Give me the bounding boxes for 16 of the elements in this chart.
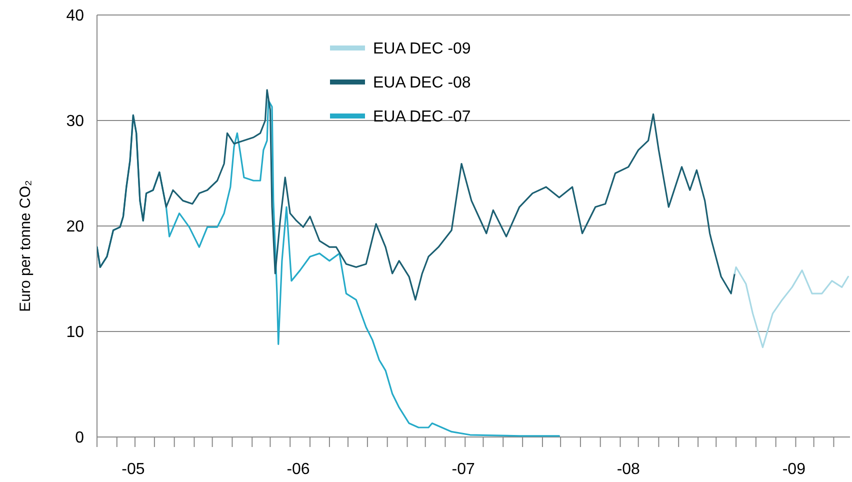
legend-label: EUA DEC -08	[373, 74, 471, 92]
x-tick-label: -07	[452, 461, 475, 478]
x-tick-label: -05	[122, 461, 145, 478]
y-tick-label: 20	[66, 218, 84, 236]
y-tick-label: 40	[66, 8, 84, 25]
line-series	[734, 266, 849, 348]
y-tick-label: 10	[66, 324, 84, 342]
x-tick-label: -06	[286, 461, 310, 478]
y-tick-label: 0	[75, 430, 84, 447]
x-tick-label: -08	[616, 461, 640, 478]
line-series	[97, 89, 736, 301]
y-axis-title: Euro per tonne CO₂	[17, 180, 34, 312]
legend-label: EUA DEC -07	[373, 108, 471, 126]
y-tick-label: 30	[66, 113, 84, 130]
x-tick-label: -09	[782, 461, 806, 478]
legend-label: EUA DEC -09	[373, 40, 471, 58]
